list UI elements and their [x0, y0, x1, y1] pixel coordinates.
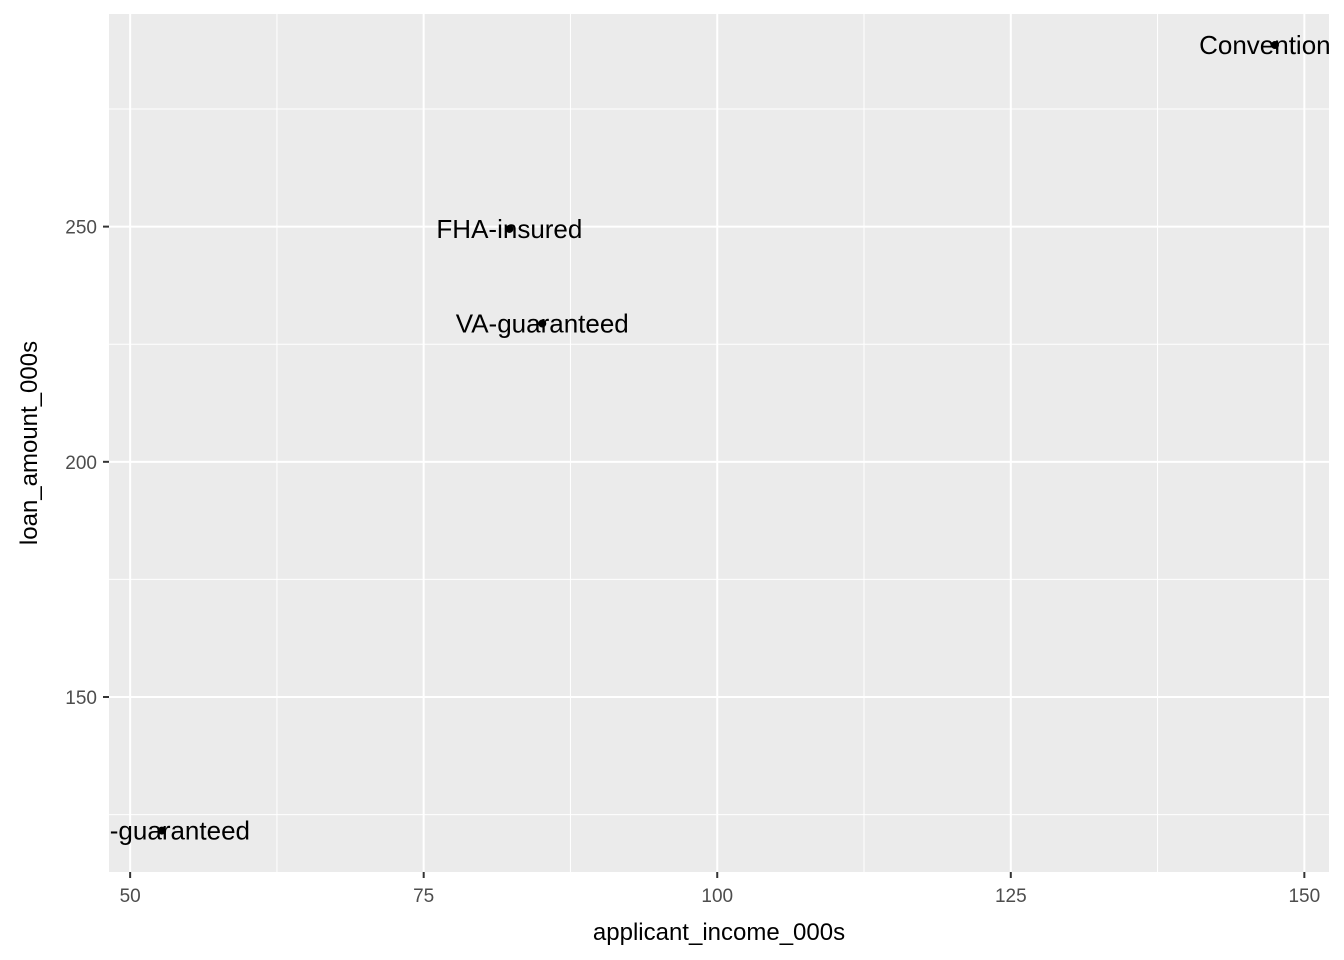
data-point — [1270, 41, 1279, 50]
y-tick-label: 200 — [65, 453, 97, 474]
x-axis: 50 75 100 125 150 — [120, 872, 1320, 907]
y-tick-label: 150 — [65, 688, 97, 709]
point-label: VA-guaranteed — [456, 309, 629, 339]
y-axis: 150 200 250 — [65, 218, 109, 709]
x-tick-label: 100 — [701, 886, 733, 907]
data-point — [505, 224, 514, 233]
x-axis-title: applicant_income_000s — [593, 919, 845, 946]
point-label: FHA-insured — [436, 214, 582, 244]
panel-background — [109, 14, 1329, 872]
x-tick-label: 150 — [1288, 886, 1320, 907]
data-point — [538, 319, 547, 328]
points-layer: Conventional FHA-insured VA-guaranteed HS-g… — [74, 30, 1344, 846]
data-point — [157, 826, 166, 835]
point-label: Conventional — [1199, 30, 1344, 60]
point-label: HS-guaranteed — [74, 816, 250, 846]
x-tick-label: 75 — [413, 886, 434, 907]
x-tick-label: 50 — [120, 886, 141, 907]
y-axis-title: loan_amount_000s — [16, 341, 43, 545]
minor-gridlines — [109, 14, 1329, 872]
x-tick-label: 125 — [995, 886, 1027, 907]
major-gridlines — [109, 14, 1329, 872]
y-tick-label: 250 — [65, 218, 97, 239]
